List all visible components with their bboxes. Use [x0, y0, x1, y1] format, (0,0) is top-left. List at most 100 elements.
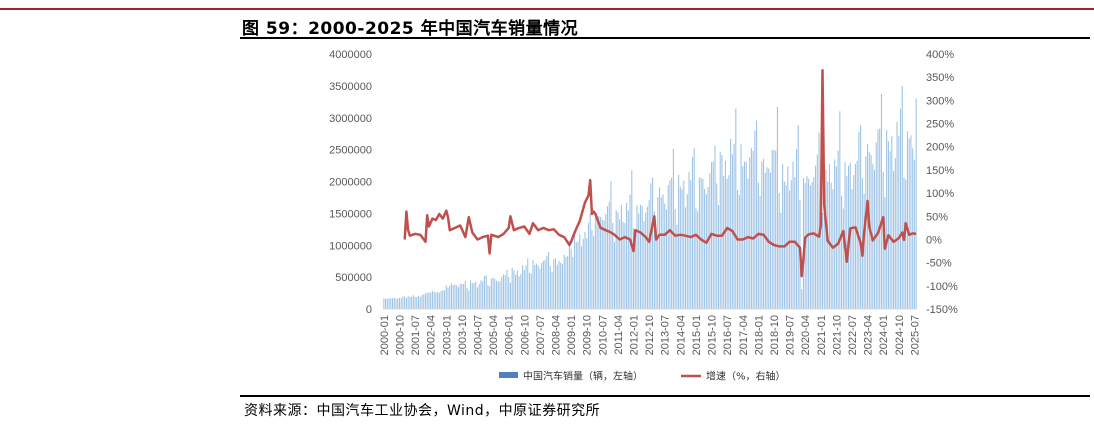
sales-bar: [837, 150, 839, 309]
sales-bar: [560, 262, 562, 309]
sales-bar: [891, 136, 893, 309]
right-axis-tick: 400%: [926, 49, 954, 61]
sales-bar: [665, 209, 667, 309]
right-axis-tick: 50%: [926, 211, 948, 223]
sales-bar: [522, 265, 524, 309]
sales-bar: [769, 172, 772, 309]
sales-bar: [733, 143, 735, 309]
sales-bar: [591, 229, 593, 309]
sales-bar: [430, 292, 432, 309]
x-axis-tick: 2022-07: [847, 315, 859, 355]
x-axis-tick: 2014-04: [675, 315, 687, 355]
sales-bar: [815, 165, 817, 309]
sales-bar: [390, 298, 392, 309]
sales-bar: [789, 190, 791, 309]
sales-bar: [485, 275, 487, 309]
sales-bar: [653, 211, 655, 309]
sales-bar: [728, 175, 730, 309]
sales-bar: [516, 270, 518, 309]
sales-bar: [418, 295, 420, 309]
sales-bar: [842, 208, 844, 309]
sales-bar: [639, 204, 641, 309]
sales-bar: [404, 296, 406, 309]
sales-bar: [608, 201, 610, 309]
sales-bar: [827, 181, 829, 309]
x-axis-tick: 2019-07: [785, 315, 797, 355]
sales-bar: [414, 296, 416, 309]
x-axis-tick: 2008-04: [551, 315, 563, 355]
sales-bar: [643, 221, 645, 309]
sales-bar: [496, 280, 498, 309]
sales-bar: [662, 194, 664, 309]
x-axis-tick: 2012-01: [629, 315, 641, 355]
sales-bar: [726, 178, 728, 309]
sales-bar: [594, 217, 596, 309]
sales-bar: [705, 194, 707, 309]
sales-bar: [912, 148, 914, 309]
sales-bar: [778, 192, 780, 309]
sales-bar: [619, 219, 621, 309]
sales-bar: [412, 295, 414, 309]
sales-bar: [650, 183, 652, 309]
sales-bar: [601, 219, 603, 309]
x-axis-tick: 2010-07: [597, 315, 609, 355]
sales-bar: [515, 274, 517, 309]
sales-bar: [535, 263, 537, 309]
sales-bar: [683, 180, 685, 309]
sales-bar: [787, 166, 789, 309]
sales-bar: [667, 184, 669, 309]
sales-bar: [565, 256, 567, 309]
sales-bar: [714, 145, 716, 309]
sales-bar: [740, 144, 742, 309]
sales-bar: [679, 186, 681, 309]
sales-bar: [716, 183, 718, 309]
x-axis-tick: 2005-04: [488, 315, 500, 355]
sales-bar: [411, 296, 413, 309]
sales-bar: [660, 197, 662, 309]
x-axis-tick: 2002-04: [426, 315, 438, 355]
x-axis-tick: 2003-01: [441, 315, 453, 355]
sales-bar: [768, 168, 770, 309]
sales-bar: [400, 298, 402, 309]
right-axis-tick: 350%: [926, 72, 954, 84]
sales-bar: [802, 178, 804, 309]
sales-bar: [407, 296, 409, 309]
sales-bar: [757, 182, 759, 309]
x-axis-tick: 2013-07: [660, 315, 672, 355]
sales-bar: [509, 282, 511, 309]
sales-bar: [520, 274, 522, 309]
sales-bar: [558, 260, 560, 309]
sales-bar: [395, 298, 397, 309]
x-axis-tick: 2006-01: [504, 315, 516, 355]
x-axis-tick: 2017-04: [738, 315, 750, 355]
sales-bar: [556, 264, 558, 309]
x-axis-tick: 2006-10: [519, 315, 531, 355]
sales-bar: [532, 259, 534, 309]
sales-bar: [851, 189, 853, 309]
sales-bar: [702, 179, 704, 309]
sales-bar: [513, 270, 515, 309]
sales-bar: [834, 159, 836, 309]
sales-bar: [450, 283, 453, 309]
sales-bar: [393, 297, 395, 309]
sales-bar: [438, 292, 440, 309]
sales-bar: [421, 295, 423, 309]
sales-bar: [638, 213, 640, 309]
sales-bar: [750, 148, 752, 309]
sales-bar: [470, 280, 472, 309]
sales-bar: [906, 131, 908, 309]
sales-bar: [402, 296, 404, 309]
sales-bar: [782, 163, 784, 309]
sales-bar: [494, 279, 496, 309]
sales-bar: [724, 160, 726, 309]
x-axis-tick: 2018-01: [753, 315, 765, 355]
top-accent-rule: [0, 8, 1094, 10]
sales-bar: [780, 212, 782, 309]
x-axis-tick: 2011-04: [613, 315, 625, 355]
legend-label-sales: 中国汽车销量（辆，左轴）: [523, 370, 643, 383]
sales-bar: [681, 189, 683, 309]
sales-bar: [537, 265, 539, 309]
right-axis-tick: -50%: [926, 258, 952, 270]
sales-bar: [570, 248, 572, 309]
